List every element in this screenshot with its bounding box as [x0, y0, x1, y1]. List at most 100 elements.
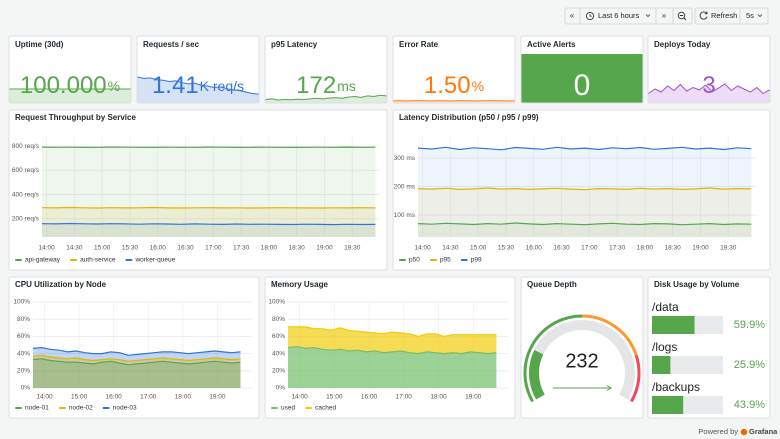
stat-value: 1.41K req/s: [152, 72, 244, 99]
y-tick-label: 0%: [21, 385, 31, 392]
shift-back-button[interactable]: «: [570, 11, 575, 20]
y-tick-label: 40%: [272, 350, 285, 357]
x-tick-label: 16:30: [553, 245, 570, 252]
series-area: [42, 207, 376, 237]
panel-title: Latency Distribution (p50 / p95 / p99): [399, 113, 539, 122]
refresh-button[interactable]: Refresh: [711, 11, 737, 20]
sparkline: [137, 76, 259, 95]
sparkline: [648, 83, 770, 95]
x-tick-label: 15:30: [122, 245, 139, 252]
x-tick-label: 14:00: [38, 245, 55, 252]
x-tick-label: 18:00: [261, 245, 278, 252]
legend-label: p95: [440, 257, 451, 264]
legend-swatch: [125, 259, 133, 261]
y-tick-label: 200 req/s: [12, 216, 40, 223]
series-line: [32, 346, 241, 356]
x-tick-label: 19:00: [209, 394, 226, 401]
sparkline: [265, 94, 387, 101]
stat-title: Deploys Today: [654, 40, 711, 49]
stat-title: Error Rate: [399, 40, 439, 49]
panel: [264, 35, 388, 104]
panel: [8, 109, 388, 271]
stat-unit: ms: [337, 78, 356, 94]
panel: [647, 276, 771, 419]
y-tick-label: 600 req/s: [12, 167, 40, 174]
panel-title: Memory Usage: [271, 280, 328, 289]
legend-swatch: [271, 407, 278, 409]
chevron: [645, 14, 651, 18]
panel: [8, 276, 260, 419]
y-tick-label: 100%: [268, 299, 285, 306]
x-tick-label: 15:00: [470, 245, 487, 252]
x-tick-label: 18:30: [665, 245, 682, 252]
clock-icon: [585, 11, 595, 21]
stat-title: Requests / sec: [143, 40, 200, 49]
sparkline-fill: [9, 89, 131, 103]
stat-value: 0: [574, 69, 591, 102]
grafana-logo: [740, 428, 748, 436]
y-tick-label: 80%: [272, 316, 285, 323]
volume-label: /data: [652, 300, 679, 314]
legend-swatch: [15, 259, 22, 261]
legend-label: cached: [315, 405, 336, 412]
value-label: 25.9%: [734, 359, 765, 371]
panel: [392, 35, 516, 104]
legend-label: p99: [471, 257, 482, 264]
series-line: [41, 222, 376, 226]
x-tick-label: 14:00: [414, 245, 431, 252]
stat-number: 3: [702, 72, 715, 99]
x-tick-label: 14:30: [442, 245, 459, 252]
series-line: [288, 326, 497, 338]
gauge-threshold: [630, 354, 641, 403]
stat-value: 172ms: [296, 72, 356, 99]
x-tick-label: 19:00: [316, 245, 333, 252]
y-tick-label: 60%: [17, 333, 30, 340]
legend-label: node-03: [113, 405, 137, 412]
y-tick-label: 300 ms: [394, 155, 416, 162]
y-tick-label: 0%: [276, 385, 286, 392]
stat-number: 1.50: [424, 72, 471, 99]
panel-title: Request Throughput by Service: [15, 113, 136, 122]
zoom-icon: [677, 11, 686, 20]
series-line: [32, 354, 241, 362]
legend-swatch: [102, 407, 110, 409]
legend-swatch: [70, 259, 78, 261]
x-tick-label: 16:00: [526, 245, 543, 252]
y-tick-label: 400 req/s: [12, 191, 40, 198]
series-area: [288, 346, 497, 388]
time-picker-group: [564, 7, 693, 25]
x-tick-label: 17:00: [396, 394, 413, 401]
x-tick-label: 18:00: [175, 394, 192, 401]
series-line: [41, 206, 376, 209]
legend-label: api-gateway: [25, 257, 61, 264]
bar: [652, 396, 684, 414]
toolbar: « Last 6 hours » Refresh 5s: [564, 7, 769, 25]
y-tick-label: 100%: [13, 299, 30, 306]
stat-unit: %: [108, 78, 120, 94]
legend-swatch: [15, 407, 22, 409]
value-label: 59.9%: [734, 319, 765, 331]
x-tick-label: 14:00: [291, 394, 308, 401]
zoom-out-button[interactable]: [677, 11, 687, 21]
x-tick-label: 19:30: [344, 245, 361, 252]
refresh-group: [694, 7, 769, 25]
gauge-value: 232: [565, 350, 598, 372]
volume-label: /backups: [652, 380, 700, 394]
refresh-interval[interactable]: 5s: [746, 11, 754, 20]
legend-swatch: [305, 407, 313, 409]
shift-forward-button[interactable]: »: [662, 11, 667, 20]
panel-title: Queue Depth: [527, 280, 577, 289]
x-tick-label: 16:00: [150, 245, 167, 252]
stat-value: 100.000%: [20, 72, 120, 99]
x-tick-label: 15:30: [498, 245, 515, 252]
chevron: [757, 14, 763, 18]
legend-swatch: [399, 259, 406, 261]
zoom-icon-lines: [679, 15, 687, 21]
series-line: [287, 346, 497, 355]
series-line: [417, 222, 752, 226]
time-range-button[interactable]: Last 6 hours: [598, 11, 640, 20]
value-label: 43.9%: [734, 399, 765, 411]
x-tick-label: 16:00: [361, 394, 378, 401]
x-tick-label: 18:00: [430, 394, 447, 401]
